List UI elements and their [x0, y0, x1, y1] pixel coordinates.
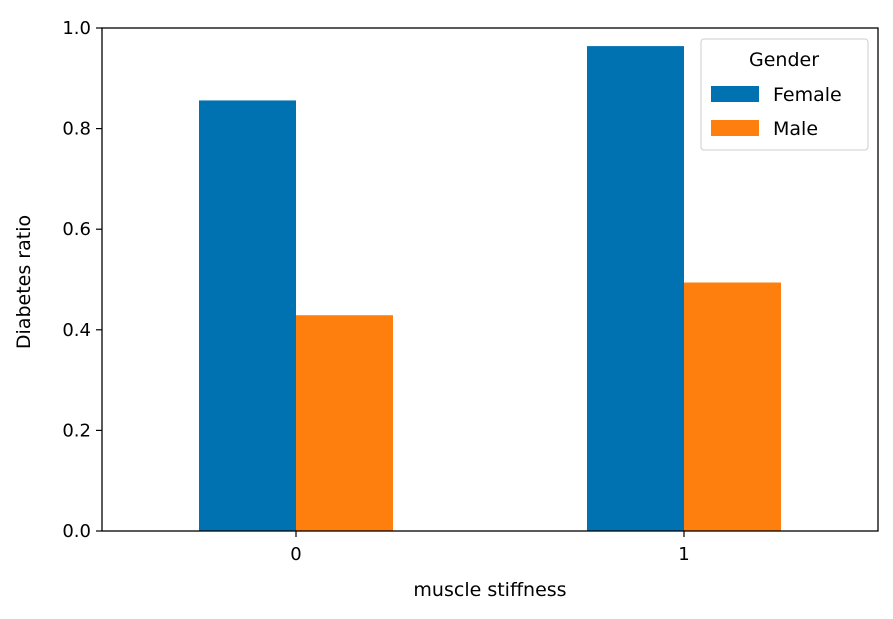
y-tick-label: 0.0: [62, 521, 91, 542]
legend-swatch-male: [711, 120, 759, 136]
y-tick-label: 1.0: [62, 18, 91, 39]
legend-title: Gender: [749, 49, 819, 71]
y-tick-label: 0.6: [62, 219, 91, 240]
legend-swatch-female: [711, 86, 759, 102]
legend: Gender Female Male: [700, 38, 869, 151]
legend-label-male: Male: [773, 118, 818, 140]
y-tick-label: 0.8: [62, 119, 91, 140]
x-axis-label: muscle stiffness: [413, 579, 566, 601]
bar-male-1: [684, 282, 781, 531]
plot-area-frame: [101, 27, 879, 532]
bar-female-0: [199, 100, 296, 531]
bars-group: [199, 46, 781, 531]
x-tick-label: 1: [678, 544, 689, 565]
y-tick-label: 0.4: [62, 320, 91, 341]
x-tick-label: 0: [290, 544, 301, 565]
legend-label-female: Female: [773, 84, 842, 106]
bar-female-1: [587, 46, 684, 531]
bar-male-0: [296, 315, 393, 531]
y-axis-label: Diabetes ratio: [13, 215, 35, 349]
y-tick-label: 0.2: [62, 420, 91, 441]
y-axis-ticks: 0.0 0.2 0.4 0.6 0.8 1.0: [62, 18, 102, 542]
